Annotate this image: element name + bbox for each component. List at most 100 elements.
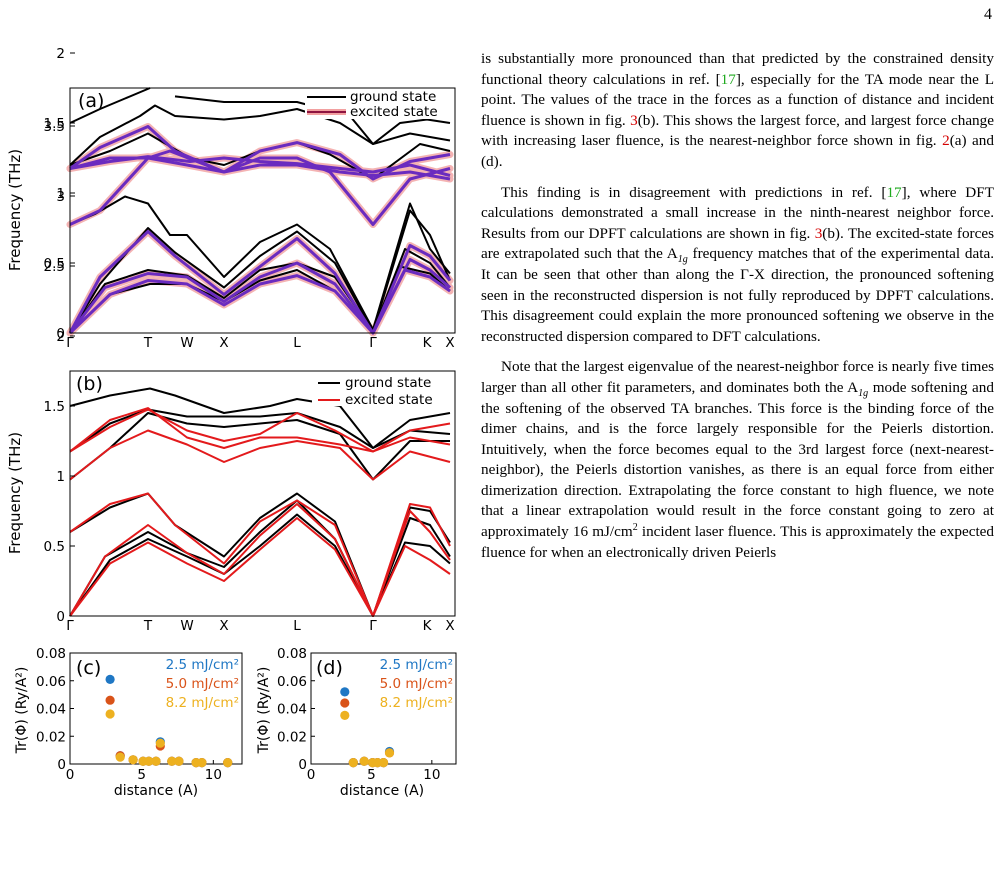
paragraph-3: Note that the largest eigenvalue of the … (481, 357, 994, 563)
excited-state-branch (68, 268, 451, 335)
ground-state-branch (69, 87, 151, 124)
ground-state-branch (69, 104, 451, 166)
panel-b-legend-ground: ground state (345, 375, 431, 391)
scatter-point (359, 756, 369, 766)
panel-c-x-label: distance (A) (114, 783, 198, 799)
x-tick-label: X (219, 618, 228, 634)
scatter-point (105, 709, 115, 719)
panel-b-legend: ground state excited state (312, 374, 452, 408)
ground-state-branch (69, 408, 451, 453)
panel-a-legend-ground: ground state (350, 89, 436, 105)
panel-a-y-ticks: 0 0.5 1 1.5 2 2.5 3 3.5 (44, 46, 75, 342)
p2-text-2: ], where DFT calculations demonstrated a… (481, 183, 994, 242)
y-tick-label: 1 (56, 469, 65, 485)
scatter-point (155, 738, 165, 748)
excited-state-branch (69, 517, 451, 617)
y-tick-label: 0 (57, 757, 66, 773)
x-tick-label: W (180, 335, 193, 351)
excited-state-branch (68, 258, 451, 335)
y-tick-label: 3.5 (44, 119, 65, 135)
x-tick-label: X (219, 335, 228, 351)
p3-text-3: incident laser fluence. This is approxim… (481, 523, 995, 561)
p1-text-2: ], especially for the TA mode near the L… (481, 70, 994, 129)
x-tick-label: 0 (66, 767, 75, 783)
p1-text-1: is substantially more pronounced than th… (481, 50, 994, 88)
panel-d-label: (d) (316, 657, 343, 679)
ground-state-branch (69, 499, 451, 617)
y-tick-label: 3 (56, 189, 65, 205)
y-tick-label: 2.5 (44, 259, 65, 275)
y-tick-label: 0 (56, 326, 65, 342)
x-tick-label: Γ (66, 335, 74, 351)
panel-d: 0 0.02 0.04 0.06 0.08 0 5 10 Tr(Φ) (Ry/A²) dist… (256, 646, 457, 799)
x-tick-label: L (293, 335, 301, 351)
figure-ref-2[interactable]: 2 (942, 132, 950, 150)
scatter-point (174, 756, 184, 766)
scatter-point (223, 758, 233, 768)
y-tick-label: 0.5 (44, 256, 65, 272)
scatter-point (105, 695, 115, 705)
panel-c-label: (c) (76, 657, 101, 679)
p1-text-4: (a) and (d). (481, 132, 994, 170)
p3-text-1: Note that the largest eigenvalue of the … (481, 358, 994, 396)
ground-state-branch (69, 248, 451, 334)
paragraph-1: is substantially more pronounced than th… (481, 49, 994, 173)
panel-a-frame (69, 87, 456, 334)
figure-ref-3[interactable]: 3 (630, 111, 638, 129)
scatter-point (340, 698, 350, 708)
panel-b-label: (b) (76, 373, 103, 395)
excited-state-branch (69, 492, 451, 617)
p2-text-1: This finding is in disagreement with pre… (501, 183, 887, 201)
y-tick-label: 2 (56, 329, 65, 345)
y-tick-label: 0.06 (277, 674, 307, 690)
excited-state-branch (69, 503, 451, 617)
panel-c-legend-8.2: 8.2 mJ/cm² (166, 695, 239, 711)
panel-d-legend-5.0: 5.0 mJ/cm² (380, 676, 453, 692)
x-tick-label: 10 (205, 767, 222, 783)
x-tick-label: Γ (369, 335, 377, 351)
panel-a-legend: ground state excited state (305, 89, 454, 120)
panel-b: 0 0.5 1 1.5 2 2.5 3 3.5 Γ T W X L Γ K X Frequency (THz… (6, 119, 456, 634)
panel-c: 0 0.02 0.04 0.06 0.08 0 5 10 Tr(Φ) (Ry/A²) dist… (14, 646, 243, 799)
citation-17[interactable]: 17 (720, 70, 736, 88)
y-tick-label: 0 (298, 757, 307, 773)
panel-a-bands (66, 87, 454, 337)
x-tick-label: L (293, 618, 301, 634)
panel-a-y-label: Frequency (THz) (6, 149, 24, 271)
ground-state-branch (69, 513, 451, 617)
panel-d-legend-2.5: 2.5 mJ/cm² (380, 657, 453, 673)
ground-state-branch (69, 209, 451, 334)
ground-state-branch (174, 95, 451, 145)
figure-3: 0 0.5 1 1.5 2 2.5 3 3.5 Γ T W X L Γ K X Frequency (THz… (6, 46, 457, 799)
p3-subscript: 1g (858, 387, 869, 399)
x-tick-label: T (143, 335, 153, 351)
excited-state-branch (69, 407, 451, 453)
scatter-point (384, 748, 395, 758)
x-tick-label: T (143, 618, 153, 634)
panel-c-plot: 0 0.02 0.04 0.06 0.08 0 5 10 (36, 646, 243, 783)
panel-b-y-label: Frequency (THz) (6, 432, 24, 554)
y-tick-label: 0.04 (277, 702, 307, 718)
scatter-point (197, 758, 207, 768)
scatter-point (115, 752, 125, 762)
x-tick-label: X (445, 335, 454, 351)
excited-state-branch (69, 408, 451, 453)
scatter-point (144, 756, 154, 766)
scatter-point (378, 758, 389, 768)
ground-state-branch (69, 412, 450, 481)
panel-b-legend-excited: excited state (345, 392, 433, 408)
y-tick-label: 0.5 (44, 539, 65, 555)
y-tick-label: 1.5 (44, 399, 65, 415)
ground-state-branch (69, 387, 451, 449)
y-tick-label: 0.08 (36, 646, 66, 662)
panel-c-legend-2.5: 2.5 mJ/cm² (166, 657, 239, 673)
panel-d-y-label: Tr(Φ) (Ry/A²) (256, 667, 272, 755)
figure-ref-3[interactable]: 3 (814, 224, 823, 242)
x-tick-label: 5 (367, 767, 376, 783)
y-tick-label: 0.04 (36, 702, 66, 718)
panel-b-frame (69, 370, 456, 617)
citation-17[interactable]: 17 (886, 183, 902, 201)
scatter-point (167, 756, 177, 766)
x-tick-label: K (423, 618, 433, 634)
